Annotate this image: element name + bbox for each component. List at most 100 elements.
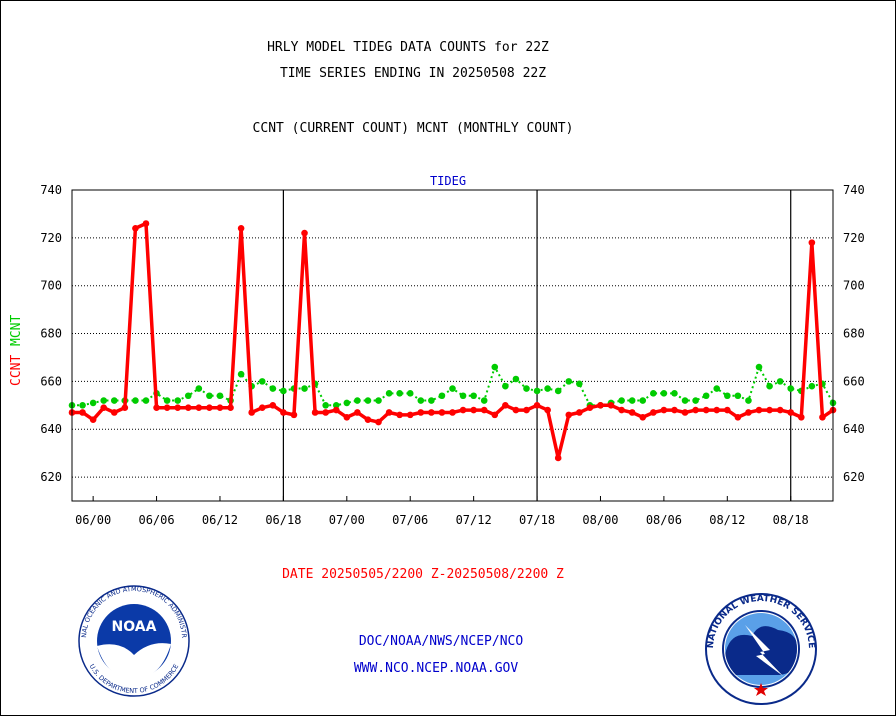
xtick-label-06-12: 06/12	[202, 513, 238, 527]
point-mcnt	[808, 382, 816, 390]
point-ccnt	[301, 229, 308, 237]
series-ccnt	[68, 220, 837, 462]
point-ccnt	[491, 411, 499, 419]
point-ccnt	[290, 411, 298, 419]
point-mcnt	[110, 397, 118, 404]
point-mcnt	[269, 385, 277, 392]
point-ccnt	[650, 409, 657, 416]
point-ccnt	[713, 406, 721, 414]
point-mcnt	[724, 392, 731, 400]
point-ccnt	[544, 406, 551, 414]
point-ccnt	[237, 224, 245, 232]
point-mcnt	[438, 392, 446, 400]
point-mcnt	[206, 392, 213, 400]
xtick-label-08-00: 08/00	[582, 513, 618, 527]
point-ccnt	[364, 416, 372, 423]
chart-subtitle: TIME SERIES ENDING IN 20250508 22Z	[280, 66, 546, 81]
noaa-logo: NOAA NATIONAL OCEANIC AND ATMOSPHERIC AD…	[0, 0, 190, 697]
point-mcnt	[554, 387, 562, 395]
ytick-left-660: 660	[40, 374, 62, 388]
plot-title: TIDEG	[430, 174, 466, 188]
point-ccnt	[755, 406, 763, 414]
point-ccnt	[787, 409, 795, 416]
point-mcnt	[100, 397, 108, 404]
point-mcnt	[364, 397, 372, 404]
point-ccnt	[639, 413, 647, 421]
point-ccnt	[417, 409, 425, 416]
point-mcnt	[702, 392, 710, 400]
point-mcnt	[618, 397, 625, 404]
point-ccnt	[184, 404, 192, 412]
point-mcnt	[480, 397, 488, 404]
footer-org: DOC/NOAA/NWS/NCEP/NCO	[359, 634, 524, 649]
point-ccnt	[375, 418, 382, 426]
point-ccnt	[438, 409, 446, 416]
ytick-right-700: 700	[843, 279, 865, 293]
point-mcnt	[142, 397, 150, 404]
noaa-ring-top: NATIONAL OCEANIC AND ATMOSPHERIC ADMINIS…	[0, 0, 188, 639]
point-ccnt	[745, 409, 752, 416]
point-mcnt	[576, 380, 583, 388]
point-ccnt	[110, 409, 118, 416]
point-mcnt	[512, 375, 520, 383]
xtick-label-07-18: 07/18	[519, 513, 555, 527]
xtick-label-06-06: 06/06	[138, 513, 174, 527]
point-ccnt	[343, 413, 351, 421]
series-mcnt	[68, 363, 837, 409]
point-mcnt	[428, 397, 435, 404]
point-ccnt	[79, 409, 86, 416]
point-mcnt	[237, 370, 245, 378]
xtick-label-07-00: 07/00	[329, 513, 365, 527]
point-ccnt	[174, 404, 181, 412]
point-ccnt	[269, 402, 277, 409]
point-ccnt	[692, 406, 699, 414]
point-mcnt	[734, 392, 742, 400]
point-ccnt	[248, 409, 255, 416]
point-mcnt	[354, 397, 361, 404]
point-ccnt	[628, 409, 636, 416]
ytick-right-640: 640	[843, 422, 865, 436]
point-mcnt	[184, 392, 192, 400]
point-mcnt	[681, 397, 689, 404]
point-mcnt	[671, 390, 678, 397]
point-ccnt	[724, 406, 731, 414]
ytick-right-720: 720	[843, 231, 865, 245]
point-mcnt	[470, 392, 477, 400]
point-mcnt	[692, 397, 699, 404]
point-ccnt	[470, 406, 477, 414]
grid	[72, 189, 833, 501]
xtick-label-08-12: 08/12	[709, 513, 745, 527]
point-mcnt	[301, 385, 308, 392]
point-mcnt	[132, 397, 139, 404]
xtick-label-06-18: 06/18	[265, 513, 301, 527]
nws-logo: NATIONAL WEATHER SERVICE	[705, 593, 817, 705]
point-mcnt	[787, 385, 795, 392]
point-mcnt	[417, 397, 425, 404]
point-ccnt	[671, 406, 678, 414]
point-ccnt	[153, 404, 160, 412]
point-mcnt	[502, 382, 509, 390]
point-ccnt	[660, 406, 668, 414]
plot-border	[71, 189, 834, 502]
ytick-right-660: 660	[843, 374, 865, 388]
point-ccnt	[406, 411, 414, 419]
point-ccnt	[132, 224, 139, 232]
point-ccnt	[332, 406, 340, 414]
xtick-label-08-18: 08/18	[773, 513, 809, 527]
ytick-left-740: 740	[40, 183, 62, 197]
point-ccnt	[142, 220, 150, 227]
point-ccnt	[597, 402, 604, 409]
point-mcnt	[628, 397, 636, 404]
point-mcnt	[755, 363, 763, 371]
point-mcnt	[544, 385, 551, 392]
point-ccnt	[554, 454, 562, 462]
point-mcnt	[533, 387, 541, 395]
point-ccnt	[808, 239, 816, 246]
point-mcnt	[523, 385, 530, 392]
point-ccnt	[258, 404, 266, 412]
point-mcnt	[776, 378, 784, 385]
point-ccnt	[385, 409, 393, 416]
svg-text:NATIONAL OCEANIC AND ATMOSPHER: NATIONAL OCEANIC AND ATMOSPHERIC ADMINIS…	[0, 0, 188, 639]
point-ccnt	[734, 413, 742, 421]
